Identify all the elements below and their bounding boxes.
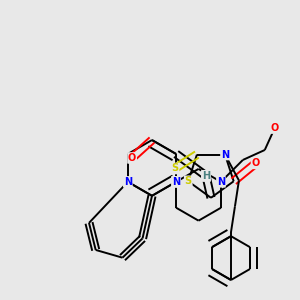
Text: S: S — [172, 164, 178, 173]
Text: H: H — [202, 171, 210, 181]
Text: O: O — [271, 123, 279, 133]
Text: O: O — [128, 153, 136, 163]
Text: N: N — [221, 150, 229, 160]
Text: N: N — [172, 177, 180, 187]
Text: O: O — [251, 158, 260, 168]
Text: N: N — [172, 177, 180, 187]
Text: N: N — [217, 177, 225, 187]
Text: N: N — [124, 177, 132, 187]
Text: H: H — [202, 171, 210, 181]
Text: S: S — [185, 176, 192, 186]
